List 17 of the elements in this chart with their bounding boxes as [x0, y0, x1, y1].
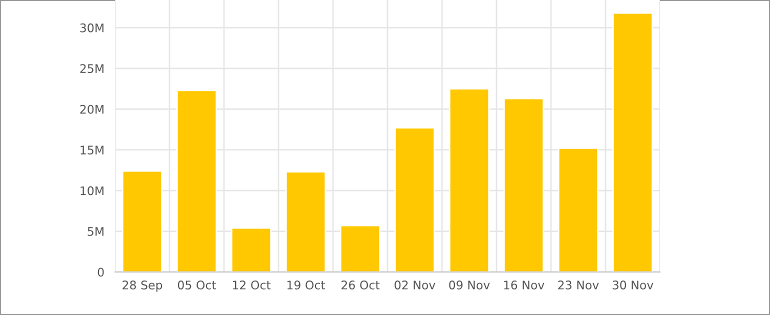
x-tick-label: 09 Nov	[449, 280, 490, 290]
x-tick-label: 23 Nov	[558, 280, 599, 290]
y-tick-label: 25M	[80, 64, 104, 74]
y-tick-label: 30M	[80, 23, 104, 32]
y-tick-label: 15M	[80, 146, 104, 154]
x-tick-label: 02 Nov	[394, 280, 436, 290]
x-tick-label: 16 Nov	[504, 280, 544, 290]
x-tick-label: 19 Oct	[287, 280, 326, 290]
y-tick-label: 0	[98, 268, 104, 277]
y-tick-label: 20M	[80, 104, 104, 114]
x-tick-label: 26 Oct	[342, 280, 380, 290]
y-tick-label: 5M	[88, 227, 104, 236]
x-tick-label: 30 Nov	[612, 280, 654, 290]
y-tick-label: 10M	[80, 186, 104, 196]
x-tick-label: 12 Oct	[232, 280, 271, 290]
x-tick-label: 28 Sep	[122, 280, 162, 292]
x-tick-label: 05 Oct	[178, 280, 216, 290]
